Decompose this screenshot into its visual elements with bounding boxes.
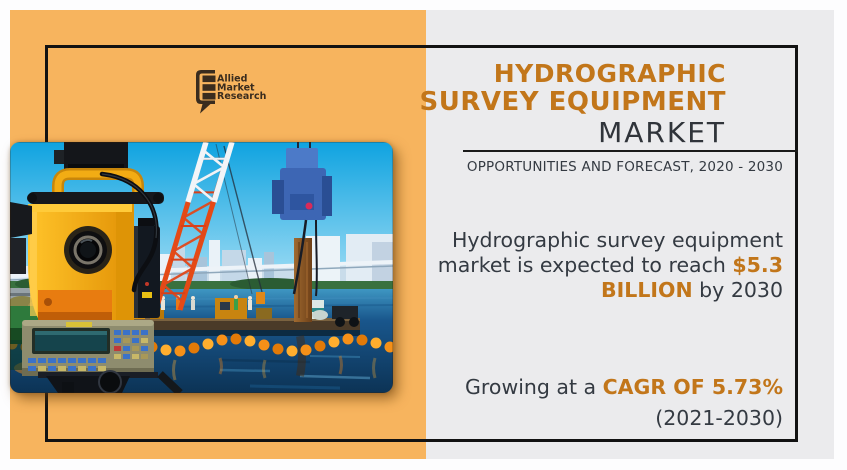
logo-text-line2: Market — [217, 82, 255, 93]
instrument-keypad — [22, 320, 154, 376]
forecast-period: (2021-2030) — [655, 406, 783, 430]
page-title: HYDROGRAPHIC SURVEY EQUIPMENT MARKET — [0, 59, 726, 150]
survey-instrument — [10, 142, 183, 393]
logo-text-line3: Research — [217, 91, 267, 102]
survey-equipment-photo — [10, 142, 393, 393]
market-reach-statement: Hydrographic survey equipment market is e… — [438, 228, 783, 303]
title-line-2: SURVEY EQUIPMENT — [419, 87, 726, 117]
logo-text-line1: Allied — [217, 74, 247, 85]
text-line: BILLION by 2030 — [601, 278, 783, 302]
title-divider — [463, 150, 798, 152]
pile-driver — [272, 142, 332, 377]
cagr-statement: Growing at a CAGR OF 5.73% — [465, 374, 783, 400]
gray-content-panel — [426, 10, 834, 459]
crane-boom — [153, 142, 265, 311]
allied-market-research-logo: Allied Market Research — [193, 64, 293, 118]
content-column: HYDROGRAPHIC SURVEY EQUIPMENT MARKET — [420, 0, 790, 470]
title-line-3: MARKET — [598, 116, 726, 149]
forecast-subtitle: OPPORTUNITIES AND FORECAST, 2020 - 2030 — [466, 159, 783, 175]
harbor-scene-illustration — [10, 142, 393, 393]
text-line: Hydrographic survey equipment — [451, 228, 783, 252]
title-line-1: HYDROGRAPHIC — [493, 59, 726, 88]
speech-bubble-report-icon: Allied Market Research — [196, 70, 267, 114]
text-line: Growing at a CAGR OF 5.73% — [465, 375, 783, 399]
text-line: market is expected to reach $5.3 — [437, 253, 783, 277]
